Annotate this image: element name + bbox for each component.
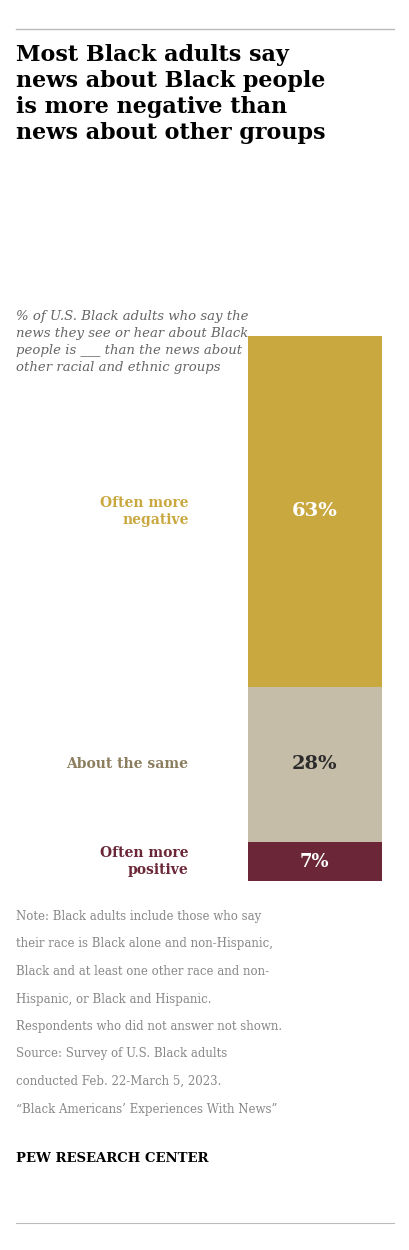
Text: Hispanic, or Black and Hispanic.: Hispanic, or Black and Hispanic. [16, 992, 211, 1005]
Text: % of U.S. Black adults who say the
news they see or hear about Black
people is _: % of U.S. Black adults who say the news … [16, 310, 248, 374]
Text: Note: Black adults include those who say: Note: Black adults include those who say [16, 910, 261, 922]
Text: conducted Feb. 22-March 5, 2023.: conducted Feb. 22-March 5, 2023. [16, 1075, 221, 1088]
Text: 28%: 28% [291, 755, 337, 774]
Text: Black and at least one other race and non-: Black and at least one other race and no… [16, 965, 269, 978]
Text: 63%: 63% [291, 503, 337, 520]
Bar [247, 842, 381, 881]
Bar [247, 686, 381, 842]
Text: 7%: 7% [299, 853, 329, 871]
Text: Often more
positive: Often more positive [100, 846, 188, 878]
Text: PEW RESEARCH CENTER: PEW RESEARCH CENTER [16, 1152, 209, 1165]
Text: Often more
negative: Often more negative [100, 496, 188, 528]
Text: Most Black adults say
news about Black people
is more negative than
news about o: Most Black adults say news about Black p… [16, 44, 325, 145]
Text: Respondents who did not answer not shown.: Respondents who did not answer not shown… [16, 1020, 282, 1032]
Text: About the same: About the same [66, 758, 188, 771]
Bar [247, 336, 381, 686]
Text: “Black Americans’ Experiences With News”: “Black Americans’ Experiences With News” [16, 1102, 277, 1115]
Text: their race is Black alone and non-Hispanic,: their race is Black alone and non-Hispan… [16, 938, 273, 950]
Text: Source: Survey of U.S. Black adults: Source: Survey of U.S. Black adults [16, 1048, 227, 1060]
